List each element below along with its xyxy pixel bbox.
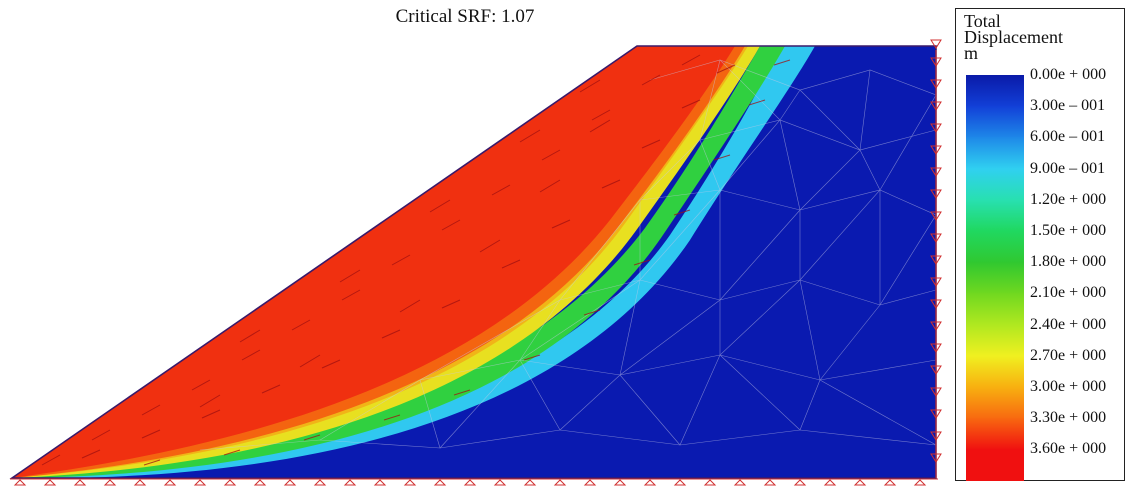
legend-label: 0.00e + 000 [1030,66,1107,83]
displacement-vectors [41,54,791,466]
legend-title-line: Displacement [964,27,1063,47]
legend-swatch [966,387,1024,419]
legend-label: 2.10e + 000 [1030,284,1107,302]
legend-swatch [966,355,1024,388]
band-orange [12,46,748,478]
chart-title: Critical SRF: 1.07 [395,6,535,27]
legend-swatch [966,168,1024,201]
legend-label: 3.00e + 000 [1030,378,1107,395]
legend-title-line: m [964,43,979,63]
sliding-mass [12,46,745,478]
slope-model [9,39,942,486]
legend-label: 1.50e + 000 [1030,222,1107,239]
band-cyan [12,46,815,478]
legend-swatch [966,449,1024,482]
displacement-legend: Total Displacement m 0.00e + 000 3.00e – … [955,8,1125,482]
wall-supports [930,39,942,478]
legend-swatch [966,75,1024,107]
legend-label: 3.00e – 001 [1030,97,1106,115]
base-supports [10,478,938,486]
legend-label: 1.20e + 000 [1030,190,1107,208]
legend-label: 9.00e – 001 [1030,159,1106,177]
legend-title-line: Total [964,11,1001,31]
legend-label: 2.70e + 000 [1030,346,1107,364]
legend-swatch [966,106,1024,138]
legend-title: Total Displacement m [964,11,1063,63]
legend-swatch [966,199,1024,232]
legend-swatch [966,137,1024,170]
legend-label: 6.00e – 001 [1030,128,1106,146]
legend-swatch [966,418,1024,450]
legend-label: 3.60e + 000 [1030,440,1107,458]
legend-swatch [966,293,1024,326]
legend-swatch [966,262,1024,294]
finite-element-mesh [199,59,936,451]
legend-label: 2.40e + 000 [1030,315,1107,333]
band-yellow [12,46,760,478]
legend-label: 1.80e + 000 [1030,253,1107,271]
legend-label: 3.30e + 000 [1030,409,1107,427]
legend-swatch [966,324,1024,357]
slope-outline [9,45,937,479]
legend-swatch [966,231,1024,263]
band-green [12,46,785,478]
